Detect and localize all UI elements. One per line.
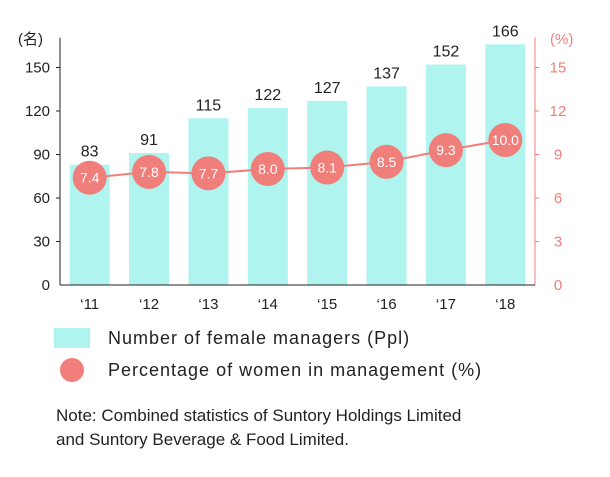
percentage-point-label: 10.0 — [492, 132, 519, 148]
right-axis-tick-label: 15 — [550, 60, 567, 77]
bar — [307, 100, 348, 285]
bar — [247, 108, 288, 285]
percentage-point — [428, 133, 463, 168]
right-axis-unit: (%) — [550, 31, 573, 48]
footnote-line-1: Note: Combined statistics of Suntory Hol… — [56, 406, 462, 425]
x-axis: ‘11 ‘12 ‘13 ‘14 ‘15 ‘16 ‘17 ‘18 — [60, 284, 535, 313]
right-axis-tick-label: 0 — [554, 277, 562, 294]
right-axis-tick-label: 12 — [550, 103, 567, 120]
left-axis-unit: (名) — [18, 31, 43, 48]
left-axis-tick-label: 120 — [25, 103, 50, 120]
legend-bar-swatch — [54, 328, 90, 348]
percentage-point-label: 7.4 — [80, 170, 100, 186]
bar — [485, 44, 526, 285]
left-axis-tick-label: 90 — [33, 147, 50, 164]
bar-value-labels: 83 91 115 122 127 137 152 166 — [81, 23, 519, 160]
left-axis-tick-label: 30 — [33, 234, 50, 251]
bar-value-label: 122 — [254, 87, 281, 104]
legend-line-swatch — [60, 358, 84, 382]
legend-item-line: Percentage of women in management (%) — [54, 354, 482, 386]
percentage-point-label: 8.5 — [377, 154, 397, 170]
percentage-point — [191, 156, 226, 191]
legend-line-label: Percentage of women in management (%) — [108, 359, 483, 380]
x-axis-tick-label: ‘14 — [258, 296, 278, 313]
bar — [366, 86, 407, 285]
percentage-point — [132, 154, 167, 189]
legend-item-bar: Number of female managers (Ppl) — [54, 322, 482, 354]
percentage-point-label: 7.7 — [199, 165, 219, 181]
bar-value-label: 152 — [433, 44, 460, 61]
left-axis-tick-label: 0 — [42, 277, 50, 294]
right-axis-tick-label: 9 — [554, 147, 562, 164]
percentage-point-label: 8.0 — [258, 161, 278, 177]
percentage-point — [250, 152, 285, 186]
bar-value-label: 91 — [140, 132, 158, 149]
x-axis-tick-label: ‘16 — [377, 296, 397, 313]
chart: (名) (%) 0 30 60 90 120 150 0 3 6 9 12 15 83 91 115 12… — [18, 23, 573, 313]
bar — [188, 118, 229, 285]
bar-series — [69, 44, 526, 285]
right-axis-tick-label: 6 — [554, 190, 562, 207]
bar — [425, 64, 466, 285]
x-axis-tick-label: ‘12 — [139, 296, 159, 313]
bar-value-label: 115 — [196, 97, 222, 114]
footnote: Note: Combined statistics of Suntory Hol… — [56, 404, 576, 452]
percentage-point — [310, 150, 345, 185]
percentage-point — [369, 144, 404, 179]
percentage-point-label: 9.3 — [436, 142, 456, 158]
left-axis: 0 30 60 90 120 150 — [25, 37, 61, 294]
x-axis-tick-label: ‘17 — [436, 296, 456, 313]
x-axis-tick-label: ‘18 — [495, 296, 515, 313]
line-series: 7.4 7.8 7.7 8.0 8.1 8.5 9.3 10.0 — [72, 123, 523, 195]
percentage-point-label: 7.8 — [139, 164, 159, 180]
footnote-line-2: and Suntory Beverage & Food Limited. — [56, 430, 349, 449]
legend-bar-label: Number of female managers (Ppl) — [108, 327, 411, 348]
legend: Number of female managers (Ppl) Percenta… — [54, 322, 482, 386]
bar-value-label: 166 — [492, 23, 519, 40]
bar-value-label: 83 — [81, 144, 99, 161]
x-axis-tick-label: ‘11 — [80, 296, 99, 313]
bar-value-label: 137 — [373, 65, 400, 82]
percentage-point-label: 8.1 — [317, 160, 337, 176]
x-axis-tick-label: ‘13 — [198, 296, 218, 313]
bar-value-label: 127 — [314, 80, 341, 97]
x-axis-tick-label: ‘15 — [317, 296, 337, 313]
percentage-point — [488, 123, 523, 157]
left-axis-tick-label: 150 — [25, 60, 50, 77]
left-axis-tick-label: 60 — [33, 190, 50, 207]
right-axis-tick-label: 3 — [554, 234, 562, 251]
percentage-point — [72, 160, 107, 195]
right-axis: 0 3 6 9 12 15 — [534, 37, 567, 294]
